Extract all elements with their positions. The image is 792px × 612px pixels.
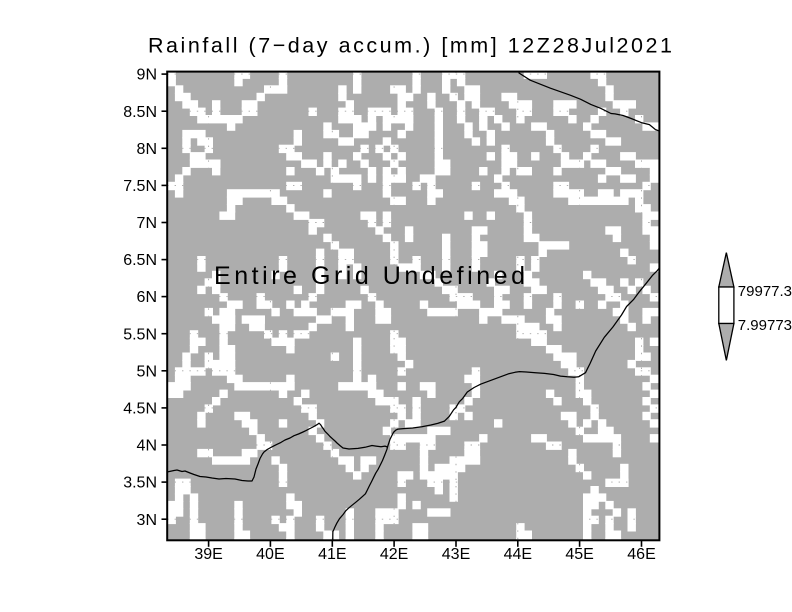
svg-text:4N: 4N bbox=[137, 438, 157, 455]
svg-text:41E: 41E bbox=[318, 546, 346, 563]
svg-text:5.5N: 5.5N bbox=[123, 326, 157, 343]
svg-text:45E: 45E bbox=[565, 546, 593, 563]
svg-text:3.5N: 3.5N bbox=[123, 475, 157, 492]
svg-text:8N: 8N bbox=[137, 141, 157, 158]
svg-text:43E: 43E bbox=[442, 546, 470, 563]
svg-text:4.5N: 4.5N bbox=[123, 401, 157, 418]
svg-text:39E: 39E bbox=[194, 546, 222, 563]
svg-text:6.5N: 6.5N bbox=[123, 252, 157, 269]
svg-text:79977.3: 79977.3 bbox=[738, 283, 792, 300]
svg-text:40E: 40E bbox=[256, 546, 284, 563]
svg-text:44E: 44E bbox=[504, 546, 532, 563]
svg-text:9N: 9N bbox=[137, 67, 157, 84]
svg-text:Rainfall (7−day accum.) [mm] 1: Rainfall (7−day accum.) [mm] 12Z28Jul202… bbox=[148, 34, 672, 58]
svg-text:5N: 5N bbox=[137, 363, 157, 380]
svg-text:7.5N: 7.5N bbox=[123, 178, 157, 195]
svg-text:7N: 7N bbox=[137, 215, 157, 232]
svg-text:7.99773: 7.99773 bbox=[738, 317, 792, 334]
svg-text:46E: 46E bbox=[627, 546, 655, 563]
svg-text:8.5N: 8.5N bbox=[123, 104, 157, 121]
svg-text:3N: 3N bbox=[137, 512, 157, 529]
svg-text:6N: 6N bbox=[137, 289, 157, 306]
svg-text:42E: 42E bbox=[380, 546, 408, 563]
